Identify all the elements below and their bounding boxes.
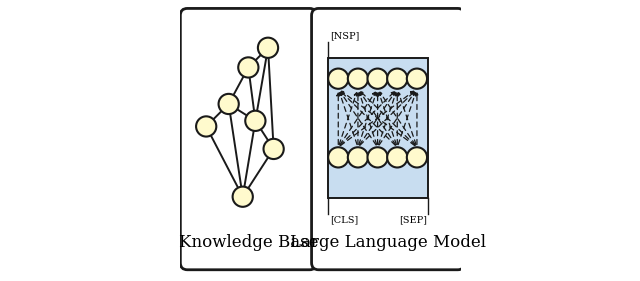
Bar <box>328 58 428 198</box>
Ellipse shape <box>387 69 408 89</box>
Ellipse shape <box>407 69 427 89</box>
Ellipse shape <box>387 147 408 167</box>
Ellipse shape <box>348 69 368 89</box>
Text: [CLS]: [CLS] <box>330 216 358 225</box>
Ellipse shape <box>258 38 278 58</box>
Text: Large Language Model: Large Language Model <box>290 235 486 251</box>
Ellipse shape <box>348 147 368 167</box>
Ellipse shape <box>328 147 348 167</box>
Ellipse shape <box>232 187 253 207</box>
FancyBboxPatch shape <box>180 8 317 270</box>
Ellipse shape <box>264 139 284 159</box>
Ellipse shape <box>218 94 239 114</box>
FancyBboxPatch shape <box>312 8 465 270</box>
Ellipse shape <box>245 111 266 131</box>
Ellipse shape <box>328 69 348 89</box>
Ellipse shape <box>407 147 427 167</box>
Text: [SEP]: [SEP] <box>399 216 427 225</box>
Text: Knowledge Base: Knowledge Base <box>179 235 318 251</box>
Ellipse shape <box>367 69 388 89</box>
Text: [NSP]: [NSP] <box>330 31 359 40</box>
Ellipse shape <box>367 147 388 167</box>
Ellipse shape <box>196 116 216 137</box>
Ellipse shape <box>238 57 259 78</box>
